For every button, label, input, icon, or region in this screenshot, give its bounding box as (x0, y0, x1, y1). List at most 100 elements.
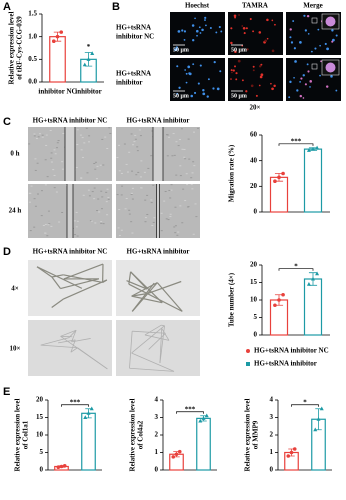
texture (160, 212, 163, 214)
texture (176, 234, 179, 236)
y-tick-label: 0 (254, 208, 258, 216)
texture (46, 235, 49, 237)
texture (88, 195, 91, 197)
texture (146, 194, 149, 196)
texture (123, 143, 126, 145)
cell (177, 30, 181, 33)
texture (50, 161, 53, 163)
cell (219, 70, 222, 73)
cell (188, 72, 192, 76)
texture (131, 170, 134, 172)
y-tick-label: 2 (155, 431, 159, 439)
cell (299, 94, 303, 98)
texture (131, 232, 134, 234)
cell (231, 71, 233, 74)
texture (40, 215, 43, 217)
significance-bracket (291, 404, 319, 407)
texture (120, 172, 123, 174)
data-point (289, 450, 294, 455)
texture (171, 155, 174, 157)
texture (169, 197, 172, 199)
column-header: HG+tsRNA inhibitor (127, 117, 190, 125)
cell (309, 80, 312, 83)
texture (118, 209, 121, 211)
texture (36, 193, 39, 195)
panel-label: E (3, 386, 10, 398)
cell (271, 19, 274, 22)
y-tick-label: 15 (36, 413, 44, 421)
texture (76, 144, 79, 146)
micrograph (116, 320, 200, 376)
texture (183, 156, 186, 158)
column-header: HG+tsRNA inhibitor NC (33, 117, 108, 125)
cell (230, 78, 232, 80)
texture (175, 141, 178, 143)
row-label: inhibitor (116, 79, 142, 87)
cell (193, 91, 197, 95)
cell (209, 27, 212, 30)
texture (120, 229, 123, 231)
texture (36, 162, 39, 164)
texture (29, 230, 32, 232)
texture (173, 154, 176, 156)
row-label: inhibitor NC (116, 33, 154, 41)
cell (234, 50, 237, 53)
texture (58, 221, 61, 223)
texture (124, 208, 127, 210)
texture (153, 217, 156, 219)
tube (144, 334, 170, 341)
texture (100, 221, 103, 223)
tube (68, 330, 77, 338)
cell (234, 16, 237, 19)
texture (28, 143, 31, 145)
cell (300, 77, 303, 80)
row-label: 24 h (9, 207, 22, 215)
texture (130, 133, 133, 135)
row-label: 4× (11, 285, 19, 293)
texture (61, 161, 64, 163)
texture (165, 218, 168, 220)
y-tick-label: 5 (254, 313, 258, 321)
texture (73, 234, 76, 236)
cell (266, 37, 269, 40)
scale-bar: 50 μm (231, 47, 247, 53)
y-axis-label: Migration rate (%) (228, 144, 236, 202)
tube (161, 324, 165, 327)
cell (293, 76, 295, 79)
texture (135, 174, 138, 176)
cell (215, 31, 218, 34)
cell (230, 41, 233, 45)
texture (76, 235, 79, 237)
panel-label: A (3, 1, 11, 13)
texture (44, 223, 47, 225)
cell (325, 85, 329, 88)
tube (63, 279, 108, 300)
texture (101, 196, 104, 198)
texture (107, 198, 110, 200)
texture (48, 223, 51, 225)
texture (168, 189, 171, 191)
texture (34, 158, 37, 160)
texture (106, 214, 109, 216)
texture (109, 132, 112, 134)
tube (144, 324, 162, 336)
cell (255, 94, 258, 97)
texture (116, 157, 119, 159)
texture (37, 136, 40, 138)
cell (181, 29, 184, 32)
data-point (319, 406, 324, 411)
cell (332, 38, 335, 42)
texture (35, 138, 38, 140)
data-point (62, 464, 67, 468)
y-tick-label: 4 (270, 396, 274, 404)
column-header: TAMRA (242, 2, 268, 10)
significance-bracket (278, 143, 314, 146)
bar (49, 36, 66, 83)
texture (173, 226, 176, 228)
tube (130, 271, 163, 304)
texture (126, 171, 129, 173)
data-point (204, 413, 209, 418)
cell (258, 84, 261, 87)
tube (129, 367, 175, 372)
cell (235, 72, 238, 75)
